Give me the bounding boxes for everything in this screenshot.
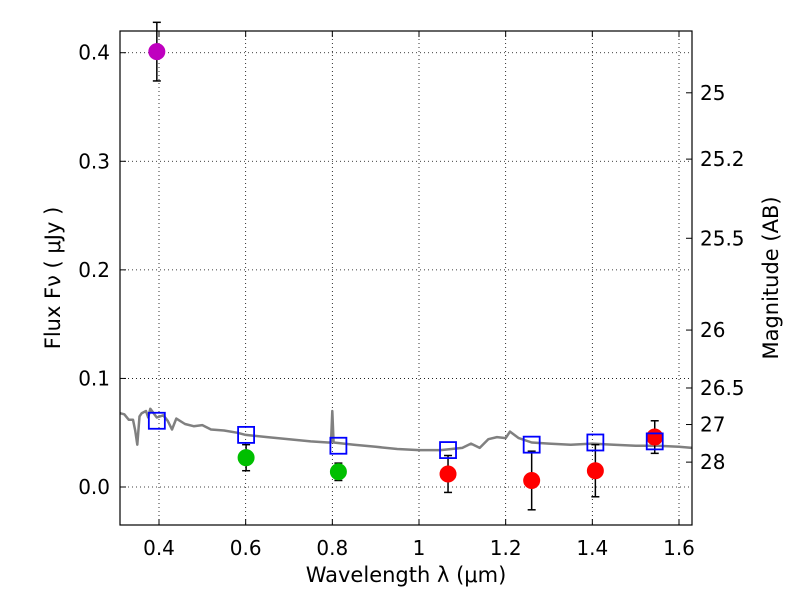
data-point	[148, 43, 166, 61]
data-point	[237, 449, 255, 467]
y-tick-label: 0.4	[78, 41, 110, 65]
x-tick-label: 0.6	[230, 536, 262, 560]
x-tick-label: 0.4	[143, 536, 175, 560]
data-point	[329, 463, 347, 481]
mag-tick-label: 25	[700, 81, 725, 105]
data-point	[439, 465, 457, 483]
model-square	[329, 436, 348, 455]
right-y-axis-label: Magnitude (AB)	[759, 196, 783, 359]
x-tick-label: 1.4	[576, 536, 608, 560]
data-point	[523, 471, 541, 489]
model-square	[645, 432, 664, 451]
model-square	[439, 441, 457, 459]
model-square	[237, 425, 256, 444]
x-tick-label: 1	[413, 536, 426, 560]
x-tick-label: 1.2	[490, 536, 522, 560]
data-points	[147, 21, 664, 511]
x-tick-label: 0.8	[316, 536, 348, 560]
mag-tick-label: 25.5	[700, 226, 745, 250]
plot-frame	[119, 30, 693, 526]
grid-lines	[120, 31, 692, 525]
y-tick-label: 0.3	[78, 149, 110, 173]
model-square	[147, 411, 166, 430]
data-point	[586, 462, 604, 480]
model-square	[522, 435, 541, 454]
y-tick-label: 0.0	[78, 475, 110, 499]
y-tick-label: 0.1	[78, 366, 110, 390]
data-point	[646, 428, 664, 446]
template-spectrum	[119, 407, 693, 452]
model-square	[586, 433, 605, 452]
x-tick-label: 1.6	[663, 536, 695, 560]
mag-tick-label: 26	[700, 318, 725, 342]
spectrum-line	[119, 407, 693, 452]
mag-tick-label: 25.2	[700, 147, 745, 171]
y-tick-label: 0.2	[78, 258, 110, 282]
mag-tick-label: 26.5	[700, 376, 745, 400]
mag-tick-label: 28	[700, 450, 725, 474]
axis-ticks: 0.4 0.6 0.8 1 1.2 1.4 1.6 0.0 0.1 0.2 0.3 0.4 25 25.2…	[78, 31, 745, 560]
x-axis-label: Wavelength λ (μm)	[306, 563, 507, 587]
y-axis-label: Flux Fν ( μJy )	[41, 207, 65, 350]
mag-tick-label: 27	[700, 413, 725, 437]
